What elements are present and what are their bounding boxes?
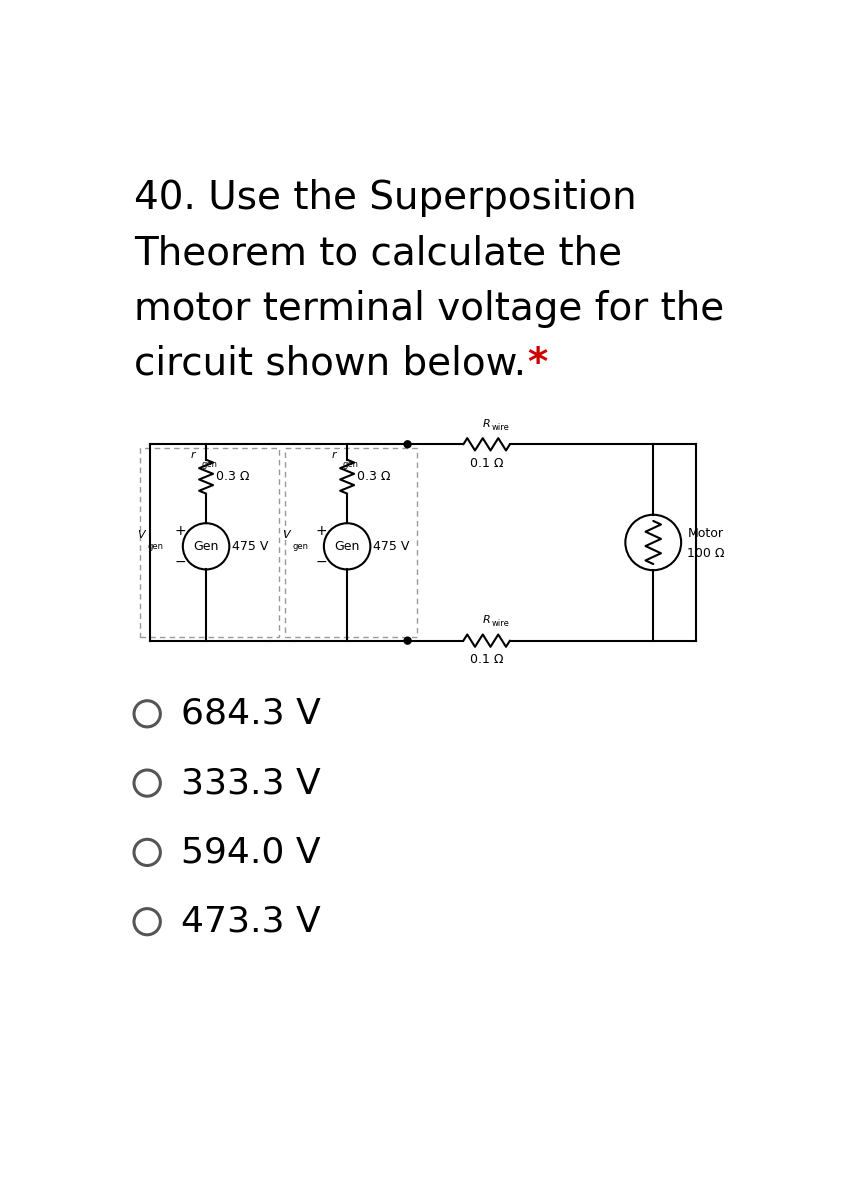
Text: circuit shown below.: circuit shown below. [134,344,551,383]
Text: r: r [191,450,195,460]
Text: wire: wire [492,619,510,629]
Text: +: + [315,524,327,538]
Text: Theorem to calculate the: Theorem to calculate the [134,234,622,272]
Text: gen: gen [292,541,308,551]
Text: gen: gen [343,460,358,469]
Text: 40. Use the Superposition: 40. Use the Superposition [134,179,637,217]
Text: gen: gen [202,460,217,469]
Text: gen: gen [147,541,163,551]
Text: −: − [174,554,186,569]
Text: 0.3 Ω: 0.3 Ω [216,470,250,484]
Text: 473.3 V: 473.3 V [180,905,321,938]
Text: R: R [483,616,491,625]
Text: V: V [282,529,290,540]
Text: 100 Ω: 100 Ω [687,547,725,559]
Text: Gen: Gen [334,540,360,553]
Text: −: − [315,554,327,569]
Text: motor terminal voltage for the: motor terminal voltage for the [134,289,724,328]
Text: *: * [528,344,548,383]
Text: 0.1 Ω: 0.1 Ω [470,457,504,469]
Circle shape [404,440,411,448]
Text: +: + [174,524,186,538]
Text: 475 V: 475 V [232,540,268,553]
Text: 684.3 V: 684.3 V [180,697,321,731]
Text: R: R [483,419,491,428]
Text: r: r [332,450,336,460]
Bar [140,448,279,637]
Bar [285,448,417,637]
Text: 594.0 V: 594.0 V [180,835,320,869]
Text: 475 V: 475 V [373,540,409,553]
Text: V: V [137,529,144,540]
Text: Gen: Gen [193,540,219,553]
Text: wire: wire [492,422,510,432]
Text: 333.3 V: 333.3 V [180,766,321,800]
Text: 0.1 Ω: 0.1 Ω [470,653,504,666]
Circle shape [404,637,411,644]
Text: 0.3 Ω: 0.3 Ω [357,470,391,484]
Text: Motor: Motor [687,527,723,540]
